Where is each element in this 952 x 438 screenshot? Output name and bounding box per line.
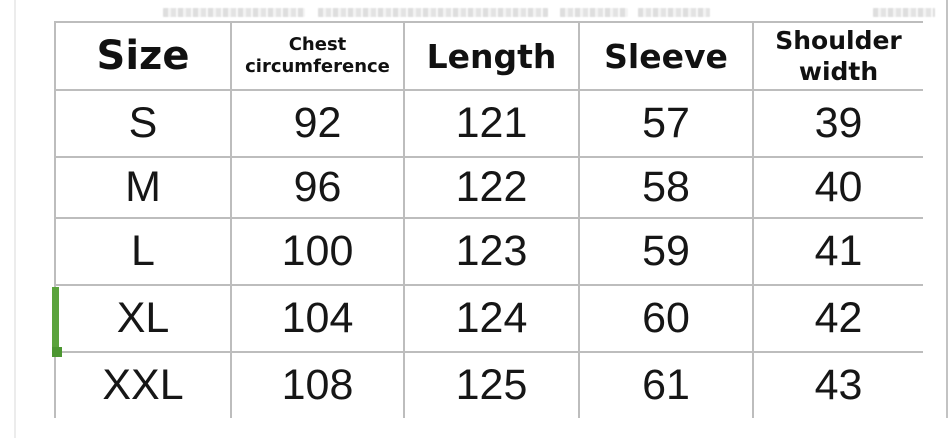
cell-chest: 92 <box>231 90 405 158</box>
page-left-rule <box>14 0 16 438</box>
cell-shoulder: 41 <box>753 218 923 286</box>
row-selection-bar <box>52 287 59 348</box>
table-row-m: M 96 122 58 40 <box>55 157 923 219</box>
table-row-xl: XL 104 124 60 42 <box>55 285 923 353</box>
header-cell-size: Size <box>55 22 232 91</box>
selection-drag-handle-icon[interactable] <box>52 347 62 357</box>
watermark-fragment <box>560 8 628 17</box>
cell-sleeve: 57 <box>579 90 754 158</box>
table-row-xxl: XXL 108 125 61 43 <box>55 352 923 418</box>
header-cell-chest: Chest circumference <box>231 22 405 91</box>
cell-chest: 104 <box>231 285 405 353</box>
cell-size: L <box>55 218 232 286</box>
header-row: Size Chest circumference Length Sleeve S… <box>55 22 923 91</box>
cell-chest: 108 <box>231 352 405 418</box>
header-cell-shoulder: Shoulder width <box>753 22 923 91</box>
cell-length: 124 <box>404 285 580 353</box>
cell-sleeve: 58 <box>579 157 754 219</box>
cell-chest: 96 <box>231 157 405 219</box>
cell-size: XL <box>55 285 232 353</box>
cell-sleeve: 60 <box>579 285 754 353</box>
cell-size: XXL <box>55 352 232 418</box>
cell-length: 122 <box>404 157 580 219</box>
cell-sleeve: 59 <box>579 218 754 286</box>
cell-sleeve: 61 <box>579 352 754 418</box>
header-cell-length: Length <box>404 22 580 91</box>
cell-shoulder: 43 <box>814 361 863 409</box>
cell-shoulder: 39 <box>753 90 923 158</box>
watermark-fragment <box>638 8 710 17</box>
cell-chest: 100 <box>231 218 405 286</box>
watermark-fragment <box>163 8 305 17</box>
table-row-l: L 100 123 59 41 <box>55 218 923 286</box>
size-chart-table: Size Chest circumference Length Sleeve S… <box>54 21 923 418</box>
header-cell-sleeve: Sleeve <box>579 22 754 91</box>
cell-size: S <box>55 90 232 158</box>
cell-length: 121 <box>404 90 580 158</box>
watermark-fragment <box>873 8 935 17</box>
cell-shoulder: 42 <box>753 285 923 353</box>
watermark-fragment <box>318 8 548 17</box>
cell-length: 123 <box>404 218 580 286</box>
cell-shoulder: 40 <box>753 157 923 219</box>
table-right-edge-line <box>946 0 948 418</box>
cell-length: 125 <box>404 352 580 418</box>
cell-size: M <box>55 157 232 219</box>
table-row-s: S 92 121 57 39 <box>55 90 923 158</box>
